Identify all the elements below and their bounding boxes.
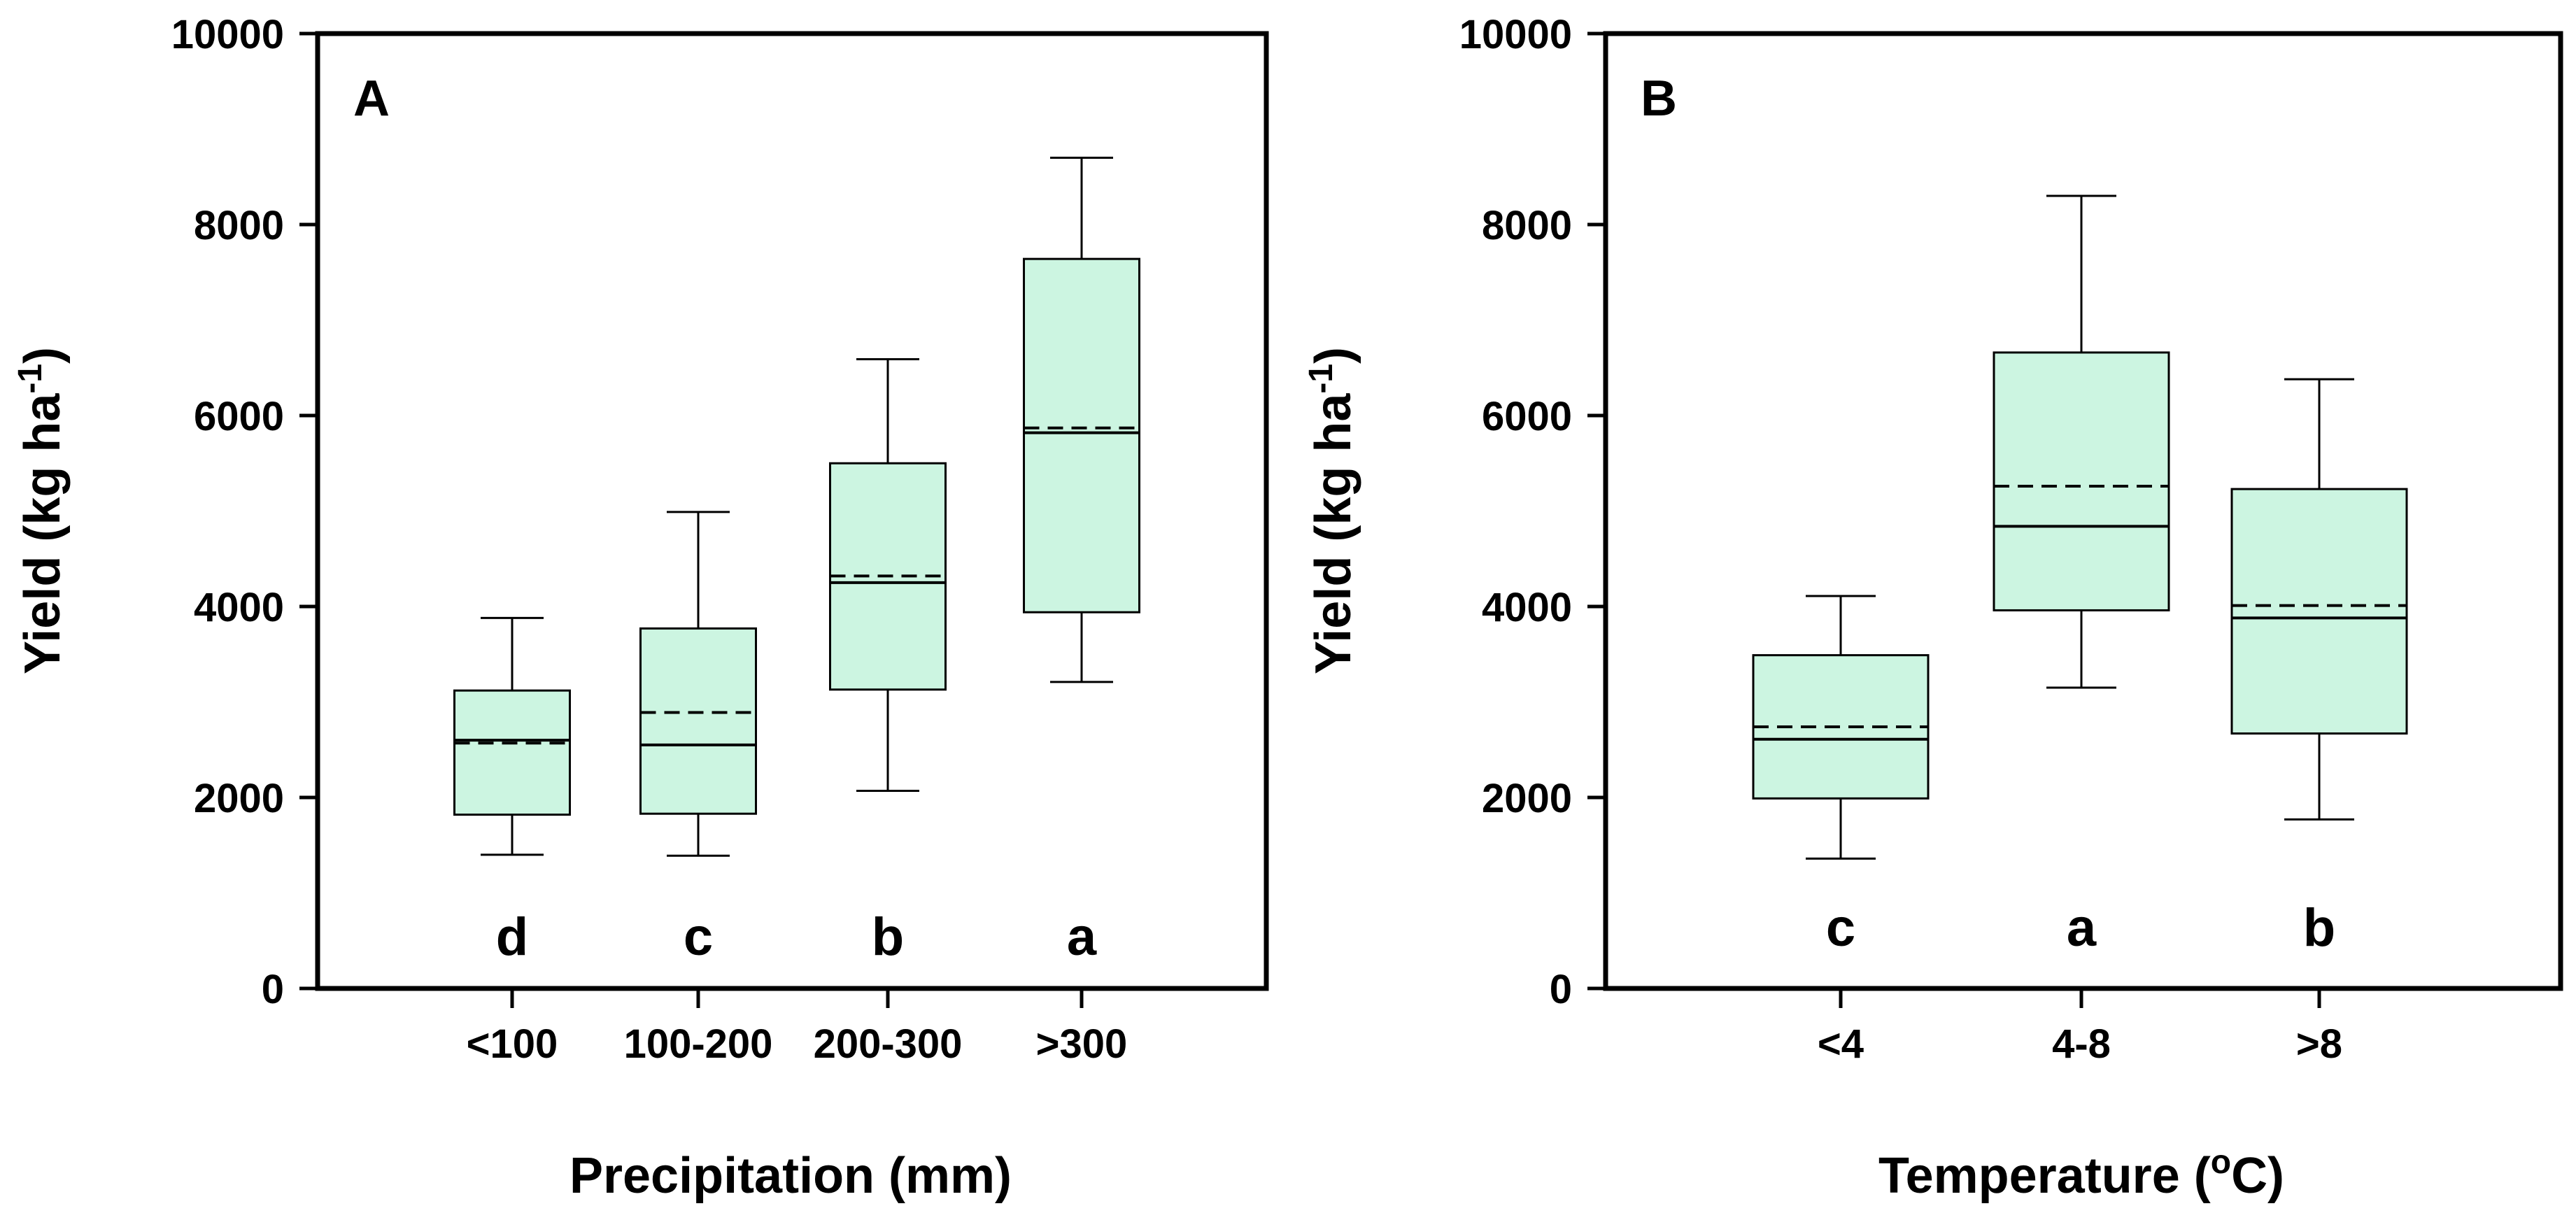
box-iqr [639,627,757,815]
x-tick-label: 100-200 [624,1021,773,1067]
y-tick-label: 4000 [194,585,284,630]
y-tick-label: 6000 [1482,394,1572,439]
significance-letter: b [2303,898,2335,958]
significance-letter: c [684,907,713,967]
box-iqr [2230,488,2408,735]
x-tick-label: 4-8 [2052,1021,2111,1067]
significance-letter: b [872,907,904,967]
y-tick-label: 2000 [1482,776,1572,821]
significance-letter: a [2067,898,2097,958]
panel-a-boxes [453,156,1140,857]
panel-a-ylabel-close: ) [15,347,71,364]
panel-b: 0 2000 4000 6000 8000 10000 <4 4-8 >8 c a b B Tem… [1303,12,2563,1204]
box-plot [639,511,757,857]
y-tick-label: 2000 [194,776,284,821]
y-tick-label: 6000 [194,394,284,439]
box-plot [2230,378,2408,821]
panel-b-boxes [1752,194,2408,860]
panel-b-x-axis: <4 4-8 >8 [1818,988,2342,1067]
y-tick-label: 10000 [171,12,284,57]
panel-b-label: B [1641,71,1677,127]
y-tick-label: 8000 [194,203,284,248]
panel-b-ylabel-main: Yield (kg ha [1305,393,1361,674]
box-plot [829,357,947,792]
panel-a-label: A [353,71,390,127]
panel-a-ylabel-main: Yield (kg ha [15,393,71,674]
panel-a-ylabel: Yield (kg ha-1) [12,347,71,674]
y-tick-label: 8000 [1482,203,1572,248]
panel-b-xlabel-main: Temperature ( [1878,1148,2211,1204]
significance-letter: c [1826,898,1855,958]
x-tick-label: <100 [467,1021,558,1067]
panel-a-plot-frame [315,31,1269,991]
box-iqr [1993,351,2170,611]
box-plot [453,616,571,856]
panel-b-xlabel: Temperature (oC) [1878,1144,2284,1204]
box-plot [1752,595,1930,860]
box-plot [1023,156,1140,683]
significance-letter: d [496,907,528,967]
panel-b-ylabel: Yield (kg ha-1) [1303,347,1361,674]
panel-b-ylabel-close: ) [1305,347,1361,364]
panel-a-y-axis: 0 2000 4000 6000 8000 10000 [171,12,318,1012]
significance-letter: a [1067,907,1097,967]
panel-b-xlabel-sup: o [2211,1144,2231,1181]
x-tick-label: 200-300 [814,1021,963,1067]
x-tick-label: <4 [1818,1021,1864,1067]
y-tick-label: 4000 [1482,585,1572,630]
panel-a-x-axis: <100 100-200 200-300 >300 [467,988,1128,1067]
panel-a-xlabel: Precipitation (mm) [569,1148,1012,1204]
y-tick-label: 0 [262,967,284,1012]
y-tick-label: 10000 [1459,12,1572,57]
x-tick-label: >8 [2296,1021,2342,1067]
panel-a: 0 2000 4000 6000 8000 10000 <100 100-200 200-30… [12,12,1269,1204]
box-plot [1993,194,2170,689]
panel-b-xlabel-close: C) [2231,1148,2284,1204]
y-tick-label: 0 [1550,967,1572,1012]
box-iqr [453,689,571,816]
panel-a-ylabel-sup: -1 [12,364,49,394]
panel-b-ylabel-sup: -1 [1303,364,1340,394]
panel-b-y-axis: 0 2000 4000 6000 8000 10000 [1459,12,1606,1012]
box-iqr [1023,257,1140,613]
x-tick-label: >300 [1036,1021,1128,1067]
